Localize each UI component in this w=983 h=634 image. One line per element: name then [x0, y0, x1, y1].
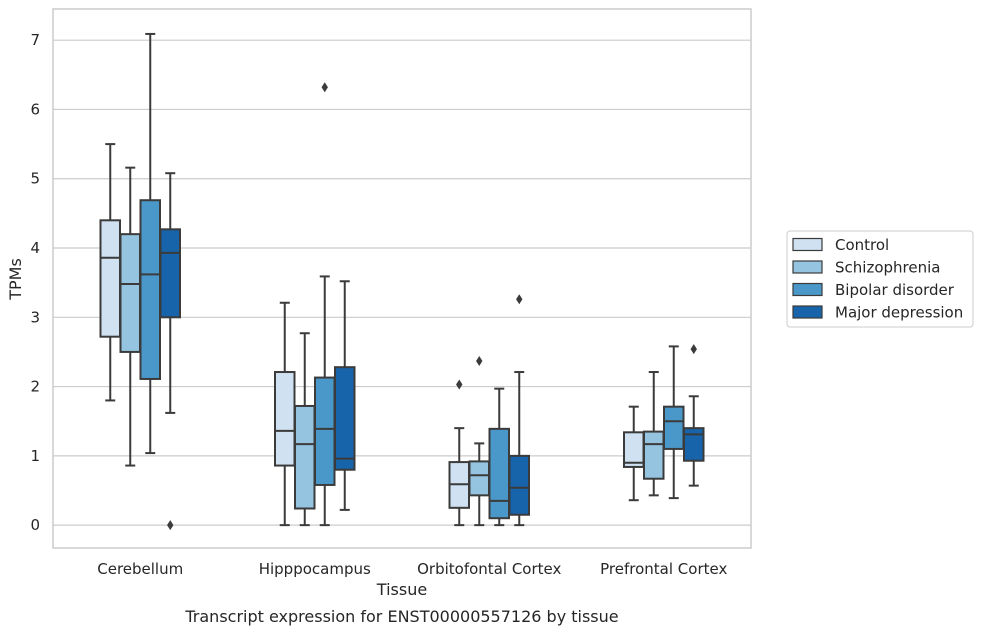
x-axis-ticks: Cerebellum Hipppocampus Orbitofontal Corte… — [97, 560, 727, 578]
y-axis-title: TPMs — [6, 258, 25, 301]
legend-swatch — [792, 282, 823, 297]
legend-swatch — [792, 237, 823, 252]
box-group — [643, 371, 665, 497]
y-tick-label: 7 — [30, 31, 40, 49]
box — [683, 427, 705, 462]
y-tick-label: 5 — [30, 170, 40, 188]
box — [294, 404, 316, 510]
box-group — [159, 172, 181, 531]
legend-label: Control — [835, 236, 889, 254]
x-tick-label: Orbitofontal Cortex — [417, 560, 561, 578]
legend-label: Major depression — [835, 304, 963, 322]
legend-label: Bipolar disorder — [835, 281, 955, 299]
box — [334, 366, 356, 471]
box — [274, 371, 296, 467]
box — [488, 427, 510, 520]
y-tick-label: 6 — [30, 100, 40, 118]
y-tick-label: 3 — [30, 308, 40, 326]
outlier-point — [516, 294, 523, 305]
box — [643, 430, 665, 480]
outlier-point — [321, 82, 328, 93]
box — [663, 405, 685, 450]
y-axis-ticks: 0 1 2 3 4 5 6 7 — [30, 31, 40, 534]
box-group — [314, 82, 336, 527]
y-tick-label: 2 — [30, 378, 40, 396]
x-axis-title: Tissue — [376, 580, 427, 599]
legend-label: Schizophrenia — [835, 259, 940, 277]
box — [139, 199, 161, 380]
legend-entries: Control Schizophrenia Bipolar disorder Majo… — [792, 236, 963, 322]
outlier-point — [456, 379, 463, 390]
boxes — [99, 32, 705, 531]
outlier-point — [167, 520, 174, 531]
legend-frame — [786, 230, 974, 328]
box — [159, 228, 181, 319]
box-group — [99, 143, 121, 402]
legend-swatch — [792, 305, 823, 319]
box — [99, 219, 121, 338]
box-group — [334, 280, 356, 511]
box — [119, 233, 141, 353]
box-group — [683, 344, 705, 487]
box — [623, 431, 645, 468]
box — [468, 460, 490, 497]
x-tick-label: Hipppocampus — [259, 560, 371, 578]
y-tick-label: 1 — [30, 447, 40, 465]
box-group — [139, 32, 161, 455]
outlier-point — [476, 355, 483, 366]
y-tick-label: 4 — [30, 239, 40, 257]
box — [508, 454, 530, 516]
outlier-point — [690, 344, 697, 355]
box — [314, 376, 336, 486]
legend: Control Schizophrenia Bipolar disorder Majo… — [786, 230, 974, 328]
x-tick-label: Cerebellum — [97, 560, 183, 578]
box-group — [488, 387, 510, 527]
chart-caption: Transcript expression for ENST0000055712… — [184, 607, 618, 626]
box-group — [448, 379, 470, 527]
box-group — [623, 405, 645, 502]
legend-swatch — [792, 260, 823, 274]
box-group — [663, 345, 685, 500]
box-group — [508, 294, 530, 527]
y-tick-label: 0 — [30, 516, 40, 534]
x-tick-label: Prefrontal Cortex — [600, 560, 727, 578]
